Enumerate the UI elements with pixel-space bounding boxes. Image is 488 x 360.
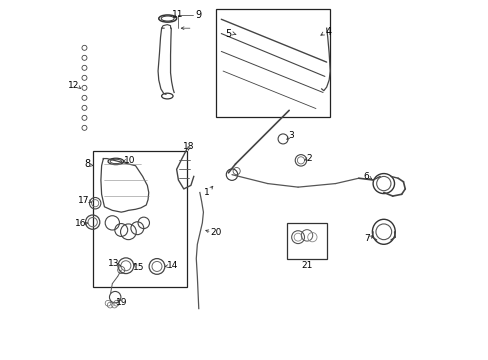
Text: 21: 21 — [301, 261, 312, 270]
Text: 1: 1 — [203, 188, 209, 197]
Text: 13: 13 — [108, 260, 120, 269]
Text: 18: 18 — [183, 141, 195, 150]
Bar — [216, 9, 329, 117]
Text: 9: 9 — [195, 10, 201, 20]
Text: 2: 2 — [306, 154, 312, 163]
Text: 6: 6 — [362, 172, 368, 181]
Text: 11: 11 — [172, 10, 183, 19]
Text: 19: 19 — [115, 298, 127, 307]
Text: 5: 5 — [225, 28, 231, 39]
Bar — [287, 223, 326, 258]
Text: 16: 16 — [75, 219, 86, 228]
Text: 4: 4 — [325, 27, 331, 37]
Text: 20: 20 — [210, 228, 221, 237]
Text: 3: 3 — [287, 131, 293, 140]
Text: 10: 10 — [124, 156, 136, 165]
Text: 8: 8 — [84, 159, 90, 169]
Text: 14: 14 — [166, 261, 178, 270]
Bar — [93, 152, 187, 287]
Text: 17: 17 — [78, 196, 89, 205]
Text: 15: 15 — [133, 263, 144, 272]
Text: 12: 12 — [68, 81, 79, 90]
Text: 7: 7 — [364, 234, 369, 243]
